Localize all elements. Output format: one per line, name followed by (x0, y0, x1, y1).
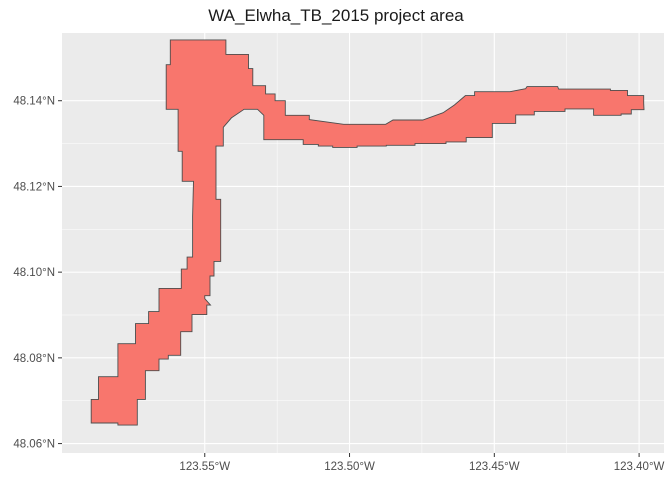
y-tick-label: 48.10°N (13, 267, 55, 279)
axes: 123.55°W 123.50°W 123.45°W 123.40°W 48.06°N 4… (13, 96, 664, 473)
y-tick-label: 48.12°N (13, 181, 55, 193)
y-tick-label: 48.08°N (13, 353, 55, 365)
x-tick-label: 123.55°W (179, 461, 230, 473)
x-tick-label: 123.50°W (324, 461, 375, 473)
y-tick-label: 48.14°N (13, 96, 55, 108)
y-tick-label: 48.06°N (13, 439, 55, 451)
map-title: WA_Elwha_TB_2015 project area (208, 6, 464, 25)
project-area-polygon (90, 39, 645, 426)
x-tick-label: 123.40°W (614, 461, 665, 473)
x-tick-label: 123.45°W (469, 461, 520, 473)
